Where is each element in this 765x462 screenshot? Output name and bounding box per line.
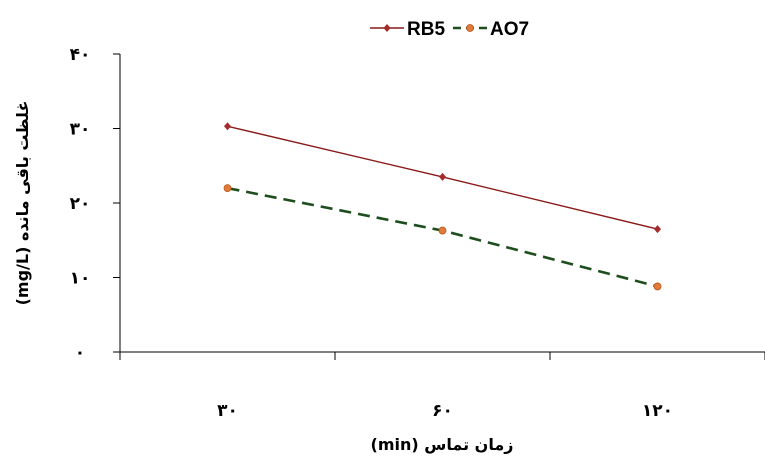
- x-tick-label: ۳۰: [217, 401, 238, 421]
- legend-label-rb5: RB5: [407, 19, 445, 40]
- axes: [119, 54, 765, 353]
- legend-label-ao7: AO7: [490, 19, 529, 40]
- data-point: [223, 184, 232, 193]
- legend: RB5 AO7: [370, 19, 529, 40]
- data-point: [439, 172, 446, 181]
- x-tick-label: ۶۰: [432, 401, 453, 421]
- x-axis-title: (min) زمان تماس: [371, 435, 514, 454]
- y-axis-title: (mg/L) غلظت باقی مانده: [13, 101, 32, 306]
- series-line-ao7: [227, 186, 658, 288]
- data-point: [438, 226, 447, 235]
- data-point: [654, 225, 661, 234]
- data-point: [224, 122, 231, 131]
- y-tick-label: ۰: [75, 343, 85, 363]
- y-ticks: ۰ ۱۰ ۲۰ ۳۰ ۴۰: [70, 45, 120, 363]
- x-tick-label: ۱۲۰: [642, 401, 673, 421]
- data-point: [653, 282, 662, 291]
- y-tick-label: ۴۰: [70, 45, 91, 65]
- y-tick-label: ۳۰: [70, 120, 91, 140]
- y-tick-label: ۲۰: [70, 194, 91, 214]
- legend-marker: [466, 24, 474, 32]
- y-tick-label: ۱۰: [70, 269, 91, 289]
- legend-marker: [383, 24, 391, 32]
- x-ticks: ۳۰ ۶۰ ۱۲۰: [119, 352, 765, 421]
- series-group: [223, 122, 662, 291]
